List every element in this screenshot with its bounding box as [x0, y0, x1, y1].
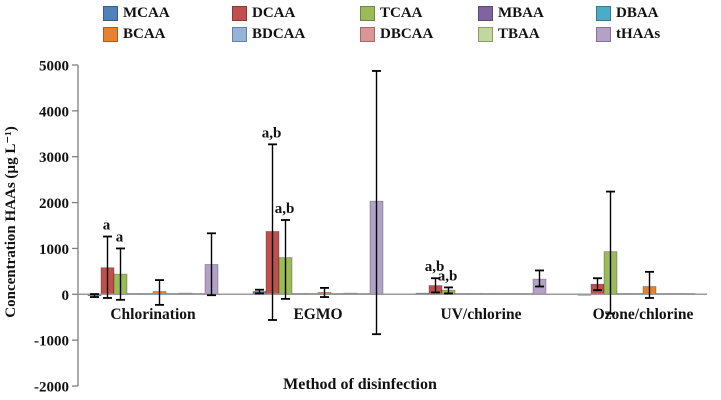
legend-item-tHAAs: tHAAs [596, 24, 660, 45]
legend-label: TCAA [380, 5, 423, 21]
significance-label-DCAA-EGMO: a,b [262, 125, 282, 141]
legend-label: MBAA [498, 5, 544, 21]
x-category-label: EGMO [293, 306, 342, 323]
legend-swatch-icon [596, 6, 611, 21]
legend-label: tHAAs [616, 26, 661, 42]
x-axis-title: Method of disinfection [283, 376, 437, 393]
legend-label: MCAA [123, 5, 170, 21]
legend-item-DCAA: DCAA [232, 3, 360, 24]
legend-swatch-icon [360, 27, 375, 42]
legend-label: DBAA [616, 5, 659, 21]
y-tick-label: 1000 [39, 242, 69, 258]
y-tick-label: -1000 [34, 334, 69, 350]
legend-swatch-icon [232, 27, 247, 42]
significance-annotations: aaa,ba,ba,ba,b [103, 125, 458, 284]
significance-label-TCAA-Chlorination: a [116, 229, 124, 245]
legend-label: BDCAA [252, 26, 306, 42]
error-bars [90, 70, 654, 336]
y-tick-label: 3000 [39, 150, 69, 166]
y-tick-label: 5000 [39, 59, 69, 75]
legend-label: DCAA [252, 5, 296, 21]
legend-swatch-icon [360, 6, 375, 21]
significance-label-TCAA-UV/chlorine: a,b [438, 268, 458, 284]
legend-label: BCAA [123, 26, 166, 42]
legend: MCAA DCAA TCAA MBAA DBAA BCAA BDCAA DBCAA TBAA tH… [103, 3, 660, 45]
legend-item-MCAA: MCAA [103, 3, 232, 24]
legend-label: TBAA [498, 26, 540, 42]
legend-item-DBAA: DBAA [596, 3, 660, 24]
legend-swatch-icon [478, 6, 493, 21]
y-tick-label: 0 [62, 288, 70, 304]
significance-label-TCAA-EGMO: a,b [275, 201, 295, 217]
y-tick-label: 4000 [39, 104, 69, 120]
bars [87, 200, 696, 297]
legend-swatch-icon [103, 6, 118, 21]
x-category-label: UV/chlorine [441, 306, 522, 323]
legend-swatch-icon [232, 6, 247, 21]
y-tick-label: -2000 [34, 380, 69, 396]
legend-item-BDCAA: BDCAA [232, 24, 360, 45]
legend-label: DBCAA [380, 26, 434, 42]
legend-swatch-icon [596, 27, 611, 42]
significance-label-DCAA-UV/chlorine: a,b [425, 259, 445, 275]
x-category-label: Chlorination [110, 306, 196, 323]
legend-item-MBAA: MBAA [478, 3, 596, 24]
legend-item-BCAA: BCAA [103, 24, 232, 45]
legend-item-DBCAA: DBCAA [360, 24, 478, 45]
legend-swatch-icon [103, 27, 118, 42]
legend-swatch-icon [478, 27, 493, 42]
legend-item-TBAA: TBAA [478, 24, 596, 45]
axes: 5000 4000 3000 2000 1000 0 -1000 -2000 [34, 59, 79, 396]
y-tick-label: 2000 [39, 196, 69, 212]
y-axis-title: Concentration HAAs (µg L⁻¹) [3, 126, 19, 317]
legend-item-TCAA: TCAA [360, 3, 478, 24]
category-labels: Chlorination EGMO UV/chlorine Ozone/chlorin… [110, 306, 693, 323]
x-category-label: Ozone/chlorine [593, 306, 694, 323]
significance-label-DCAA-Chlorination: a [103, 218, 111, 234]
